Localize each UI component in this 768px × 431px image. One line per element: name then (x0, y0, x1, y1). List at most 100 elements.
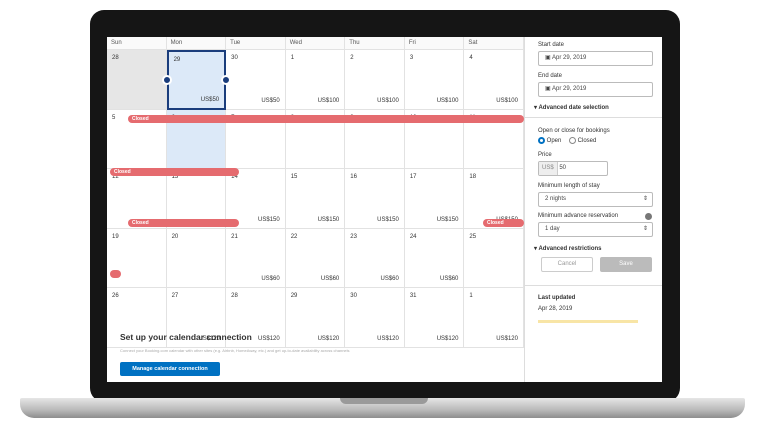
day-cell[interactable]: 21 US$60 (226, 228, 286, 289)
calendar: Sun Mon Tue Wed Thu Fri Sat 28 29 US$50 30 US$50 1 US… (107, 37, 524, 348)
day-number: 30 (231, 55, 238, 61)
manage-button[interactable]: Manage calendar connection (120, 362, 220, 376)
day-number: 1 (290, 55, 295, 61)
day-price: US$120 (317, 335, 340, 342)
day-cell[interactable]: 2 US$100 (345, 50, 405, 110)
weekday: Wed (285, 37, 346, 50)
radio-closed[interactable]: Closed (569, 137, 596, 144)
day-cell[interactable]: 28 (107, 50, 167, 110)
laptop-notch (340, 398, 428, 404)
radio-open[interactable]: Open (538, 137, 561, 144)
value: Apr 29, 2019 (552, 86, 587, 92)
day-cell[interactable]: 31 US$120 (404, 288, 465, 348)
day-number: 5 (112, 114, 116, 121)
day-number: 30 (350, 293, 357, 300)
weekday: Sun (107, 37, 167, 50)
day-number: 14 (231, 174, 238, 181)
day-cell[interactable]: 25 (464, 228, 524, 289)
divider (525, 285, 662, 286)
day-cell[interactable]: 26 (107, 288, 167, 348)
day-price: US$100 (377, 97, 399, 104)
label: End date (538, 73, 563, 79)
day-cell[interactable]: 28 US$120 (226, 288, 286, 348)
min-advance-select[interactable]: 1 day ⇕ (538, 222, 653, 237)
day-price: US$100 (317, 97, 340, 104)
day-number: 25 (469, 233, 477, 240)
sidebar: Start date ▣ Apr 29, 2019 End date ▣ Apr… (524, 37, 662, 382)
weekday: Fri (404, 37, 465, 50)
value: 2 nights (545, 196, 567, 202)
day-number: 31 (409, 293, 417, 300)
day-cell[interactable]: 19 (107, 228, 167, 289)
closed-bar: Closed (128, 219, 239, 227)
day-cell[interactable]: 3 US$100 (404, 50, 465, 110)
text: Open (546, 138, 562, 145)
day-price: US$150 (258, 216, 280, 223)
end-date-input[interactable]: ▣ Apr 29, 2019 (538, 82, 653, 97)
day-cell[interactable]: 13 (166, 169, 227, 229)
day-number: 12 (112, 174, 119, 181)
advanced-date-toggle[interactable]: ▾ Advanced date selection (534, 105, 609, 111)
text: Advanced restrictions (538, 246, 602, 252)
label: Minimum length of stay (538, 183, 600, 189)
day-cell[interactable]: 16 US$150 (345, 169, 405, 229)
day-number: 28 (112, 55, 119, 61)
day-number: 29 (173, 57, 181, 63)
day-number: 2 (350, 55, 354, 61)
day-number: 28 (231, 293, 238, 300)
day-cell[interactable]: 27 US$120 (166, 288, 227, 348)
day-cell[interactable]: 24 US$60 (404, 228, 465, 289)
screen: Sun Mon Tue Wed Thu Fri Sat 28 29 US$50 30 US$50 1 US… (107, 37, 662, 382)
cancel-button[interactable]: Cancel (541, 257, 593, 272)
day-cell[interactable]: 30 US$120 (345, 288, 405, 348)
day-price: US$100 (496, 97, 518, 104)
label: Minimum advance reservation (538, 213, 619, 219)
day-cell[interactable]: 17 US$150 (404, 169, 465, 229)
day-number: 17 (409, 174, 417, 181)
advanced-restrictions-toggle[interactable]: ▾ Advanced restrictions (534, 246, 602, 252)
price-input[interactable]: US$ 50 (538, 161, 608, 176)
day-cell[interactable]: 22 US$60 (285, 228, 346, 289)
value: 1 day (545, 226, 560, 232)
closed-bar: Closed (128, 115, 524, 123)
day-cell[interactable]: 4 US$100 (464, 50, 524, 110)
range-handle (161, 74, 172, 85)
min-stay-select[interactable]: 2 nights ⇕ (538, 192, 653, 207)
weekday: Mon (166, 37, 227, 50)
day-number: 21 (231, 233, 238, 240)
day-price: US$50 (261, 97, 280, 104)
label: Price (538, 152, 552, 158)
day-cell[interactable]: 30 US$50 (226, 50, 286, 110)
day-price: US$150 (317, 216, 340, 223)
divider (525, 117, 662, 118)
day-number: 3 (409, 55, 414, 61)
weekday: Tue (226, 37, 286, 50)
text: Closed (577, 138, 597, 145)
day-cell[interactable]: 29 US$120 (285, 288, 346, 348)
day-number: 24 (409, 233, 417, 240)
day-cell[interactable]: 14 US$150 (226, 169, 286, 229)
day-number: 27 (171, 293, 179, 300)
day-cell[interactable]: 23 US$60 (345, 228, 405, 289)
closed-bar: Closed (483, 219, 524, 227)
day-number: 15 (290, 174, 298, 181)
save-button[interactable]: Save (600, 257, 652, 272)
value: Apr 29, 2019 (552, 55, 587, 61)
day-cell[interactable]: 1 US$100 (285, 50, 346, 110)
start-date-input[interactable]: ▣ Apr 29, 2019 (538, 51, 653, 66)
help-icon[interactable] (645, 213, 652, 220)
day-cell[interactable]: 15 US$150 (285, 169, 346, 229)
day-number: 18 (469, 174, 477, 181)
closed-bar (110, 270, 121, 278)
day-price: US$120 (496, 335, 518, 342)
day-cell[interactable]: 29 US$50 (166, 50, 227, 110)
day-cell[interactable]: 18US$150 (464, 169, 524, 229)
day-cell[interactable]: 12 (107, 169, 167, 229)
day-number: 19 (112, 233, 119, 240)
day-cell[interactable]: 20 (166, 228, 227, 289)
day-price: US$120 (258, 335, 280, 342)
value: 50 (559, 165, 567, 171)
day-price: US$150 (436, 216, 459, 223)
day-price: US$50 (200, 96, 220, 103)
day-cell[interactable]: 1 US$120 (464, 288, 524, 348)
